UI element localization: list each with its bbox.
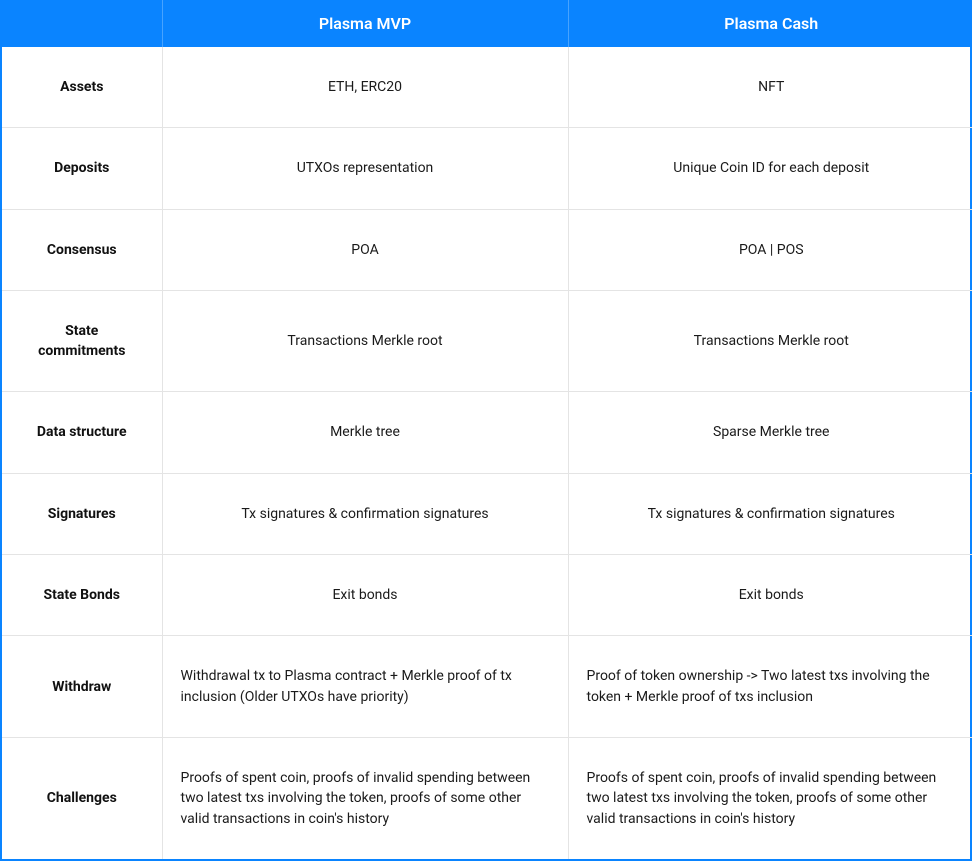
table-row: State BondsExit bondsExit bonds [2, 555, 972, 636]
row-label: State commitments [2, 290, 162, 392]
header-cash: Plasma Cash [568, 0, 972, 47]
cell-mvp: Merkle tree [162, 392, 568, 473]
cell-cash: Proofs of spent coin, proofs of invalid … [568, 737, 972, 858]
cell-cash: NFT [568, 47, 972, 128]
cell-mvp: Withdrawal tx to Plasma contract + Merkl… [162, 636, 568, 738]
cell-mvp: ETH, ERC20 [162, 47, 568, 128]
cell-cash: Tx signatures & confirmation signatures [568, 473, 972, 554]
row-label: Consensus [2, 209, 162, 290]
table-row: DepositsUTXOs representationUnique Coin … [2, 128, 972, 209]
row-label: Data structure [2, 392, 162, 473]
cell-cash: Proof of token ownership -> Two latest t… [568, 636, 972, 738]
comparison-table: Plasma MVP Plasma Cash AssetsETH, ERC20N… [2, 0, 972, 859]
cell-cash: POA | POS [568, 209, 972, 290]
table-row: ConsensusPOAPOA | POS [2, 209, 972, 290]
row-label: Signatures [2, 473, 162, 554]
cell-cash: Transactions Merkle root [568, 290, 972, 392]
row-label: Challenges [2, 737, 162, 858]
table-row: State commitmentsTransactions Merkle roo… [2, 290, 972, 392]
table-body: AssetsETH, ERC20NFTDepositsUTXOs represe… [2, 47, 972, 859]
cell-mvp: Tx signatures & confirmation signatures [162, 473, 568, 554]
header-mvp: Plasma MVP [162, 0, 568, 47]
table-row: WithdrawWithdrawal tx to Plasma contract… [2, 636, 972, 738]
cell-cash: Exit bonds [568, 555, 972, 636]
cell-mvp: Proofs of spent coin, proofs of invalid … [162, 737, 568, 858]
cell-mvp: Transactions Merkle root [162, 290, 568, 392]
table-row: AssetsETH, ERC20NFT [2, 47, 972, 128]
row-label: Withdraw [2, 636, 162, 738]
cell-cash: Unique Coin ID for each deposit [568, 128, 972, 209]
row-label: State Bonds [2, 555, 162, 636]
table-row: Data structureMerkle treeSparse Merkle t… [2, 392, 972, 473]
cell-mvp: Exit bonds [162, 555, 568, 636]
comparison-table-container: Plasma MVP Plasma Cash AssetsETH, ERC20N… [0, 0, 972, 861]
cell-mvp: UTXOs representation [162, 128, 568, 209]
cell-cash: Sparse Merkle tree [568, 392, 972, 473]
row-label: Deposits [2, 128, 162, 209]
row-label: Assets [2, 47, 162, 128]
cell-mvp: POA [162, 209, 568, 290]
table-row: ChallengesProofs of spent coin, proofs o… [2, 737, 972, 858]
header-blank [2, 0, 162, 47]
table-header: Plasma MVP Plasma Cash [2, 0, 972, 47]
table-row: SignaturesTx signatures & confirmation s… [2, 473, 972, 554]
